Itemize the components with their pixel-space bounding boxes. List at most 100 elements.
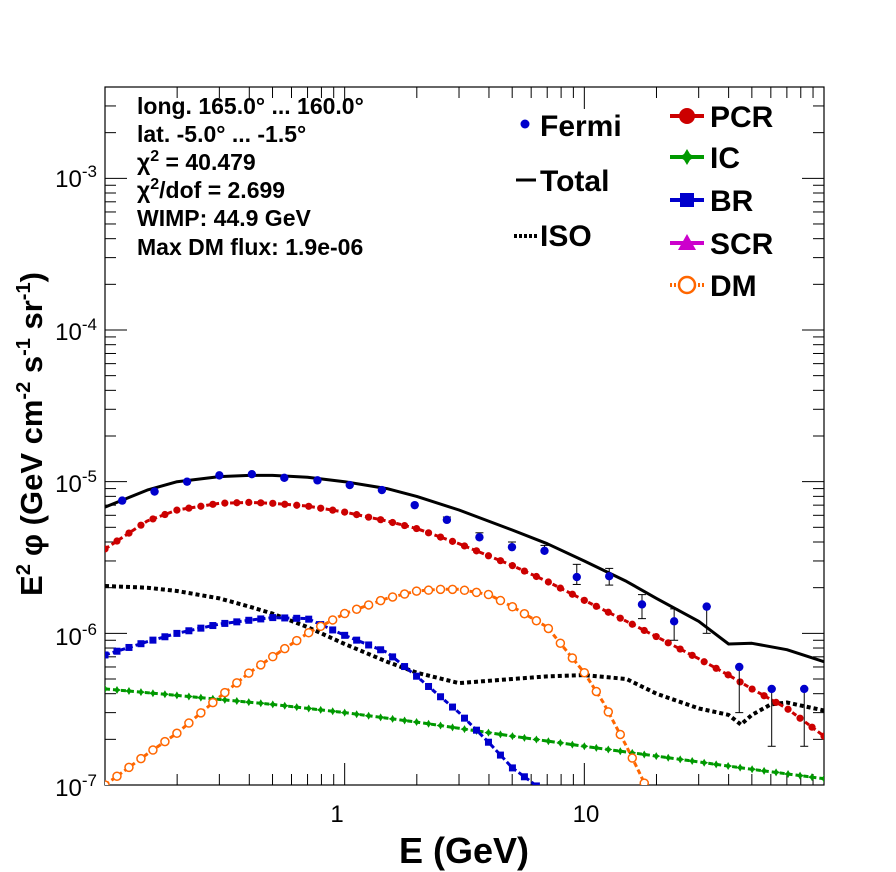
- series-marker-pcr: [424, 529, 433, 537]
- series-marker-ic: [364, 711, 373, 720]
- series-marker-ic: [448, 723, 457, 732]
- series-marker-ic: [424, 719, 433, 728]
- series-marker-ic: [244, 698, 253, 707]
- info-block: long. 165.0° ... 160.0° lat. -5.0° ... -…: [137, 93, 364, 260]
- series-marker-dm: [244, 668, 254, 678]
- fermi-point: [215, 471, 224, 480]
- series-marker-ic: [700, 758, 709, 767]
- series-marker-ic: [256, 699, 265, 708]
- series-marker-ic: [105, 684, 109, 693]
- series-marker-ic: [184, 692, 193, 701]
- fermi-point: [507, 542, 517, 552]
- series-marker-ic: [592, 743, 601, 752]
- series-marker-pcr: [353, 511, 361, 519]
- series-marker-dm: [280, 643, 290, 654]
- info-wimp: WIMP: 44.9 GeV: [137, 205, 311, 231]
- series-marker-br: [425, 682, 433, 690]
- series-marker-br: [401, 663, 409, 671]
- series-marker-dm: [591, 686, 602, 697]
- series-marker-pcr: [796, 714, 804, 722]
- series-marker-br: [137, 640, 145, 648]
- series-marker-br: [413, 672, 421, 680]
- series-marker-dm: [399, 589, 410, 599]
- info-max-dm-flux: Max DM flux: 1.9e-06: [137, 234, 363, 260]
- series-marker-pcr: [760, 692, 768, 700]
- series-marker-ic: [196, 693, 205, 702]
- series-marker-pcr: [580, 596, 588, 604]
- series-marker-br: [449, 703, 457, 711]
- fermi-point: [345, 480, 354, 490]
- series-marker-ic: [520, 733, 529, 742]
- legend-label-total: Total: [540, 165, 609, 198]
- series-marker-dm: [531, 615, 542, 626]
- series-marker-pcr: [412, 524, 421, 533]
- series-line-dm: [105, 587, 647, 785]
- series-marker-dm: [627, 753, 638, 763]
- series-marker-ic: [304, 704, 313, 713]
- y-axis-label: E2φ (GeV cm-2 s-1 sr-1): [13, 272, 49, 596]
- series-marker-pcr: [105, 545, 109, 553]
- series-marker-ic: [352, 710, 361, 719]
- fermi-points-group: [118, 469, 809, 747]
- series-marker-br: [389, 653, 397, 661]
- series-marker-br: [377, 646, 385, 654]
- series-marker-ic: [604, 745, 613, 754]
- fermi-point: [605, 572, 614, 581]
- series-marker-dm: [579, 667, 590, 678]
- series-marker-pcr: [820, 732, 824, 740]
- series-marker-ic: [160, 690, 169, 699]
- series-marker-br: [125, 643, 133, 651]
- fermi-point: [313, 476, 322, 485]
- series-marker-ic: [316, 705, 325, 714]
- fermi-point: [442, 515, 452, 525]
- series-marker-ic: [172, 691, 181, 700]
- series-marker-ic: [628, 748, 637, 757]
- y-tick-label-1e-3: 10-3: [55, 162, 97, 193]
- x-axis-label: E (GeV): [399, 830, 529, 871]
- fermi-point: [247, 469, 257, 479]
- series-marker-pcr: [736, 678, 744, 686]
- series-marker-ic: [724, 761, 733, 770]
- series-marker-pcr: [460, 542, 469, 550]
- fermi-point: [150, 487, 159, 496]
- series-marker-pcr: [281, 500, 289, 508]
- series-marker-ic: [340, 708, 349, 717]
- series-marker-ic: [784, 770, 793, 779]
- series-marker-ic: [508, 732, 517, 741]
- series-marker-pcr: [245, 498, 253, 507]
- fermi-point: [735, 662, 744, 672]
- series-marker-pcr: [400, 521, 409, 530]
- series-marker-dm: [375, 595, 386, 606]
- series-marker-dm: [105, 780, 110, 785]
- series-marker-ic: [736, 763, 745, 772]
- series-marker-ic: [760, 766, 769, 775]
- series-marker-dm: [220, 687, 230, 698]
- series-marker-pcr: [365, 513, 373, 521]
- series-marker-br: [173, 629, 181, 637]
- legend: Fermi Total ISO PCR IC BR SCR DM: [514, 101, 774, 303]
- series-marker-dm: [136, 753, 146, 764]
- series-marker-ic: [388, 714, 397, 723]
- legend-marker-ic: [679, 149, 695, 165]
- series-marker-ic: [688, 757, 697, 766]
- series-marker-pcr: [556, 584, 564, 592]
- info-latitude: lat. -5.0° ... -1.5°: [137, 121, 306, 147]
- series-marker-dm: [268, 651, 278, 662]
- series-marker-br: [461, 714, 468, 722]
- series-marker-dm: [543, 623, 554, 634]
- series-marker-dm: [603, 707, 614, 717]
- series-marker-ic: [616, 747, 625, 756]
- series-marker-ic: [568, 740, 577, 749]
- series-marker-dm: [124, 762, 134, 773]
- series-marker-pcr: [329, 506, 337, 514]
- series-marker-ic: [328, 707, 337, 716]
- series-marker-br: [365, 641, 373, 649]
- series-marker-br: [532, 782, 540, 785]
- legend-label-iso: ISO: [540, 220, 592, 253]
- series-marker-pcr: [233, 499, 241, 507]
- series-marker-pcr: [712, 664, 720, 672]
- series-marker-dm: [315, 621, 326, 632]
- legend-label-dm: DM: [710, 270, 757, 303]
- series-marker-pcr: [173, 506, 181, 514]
